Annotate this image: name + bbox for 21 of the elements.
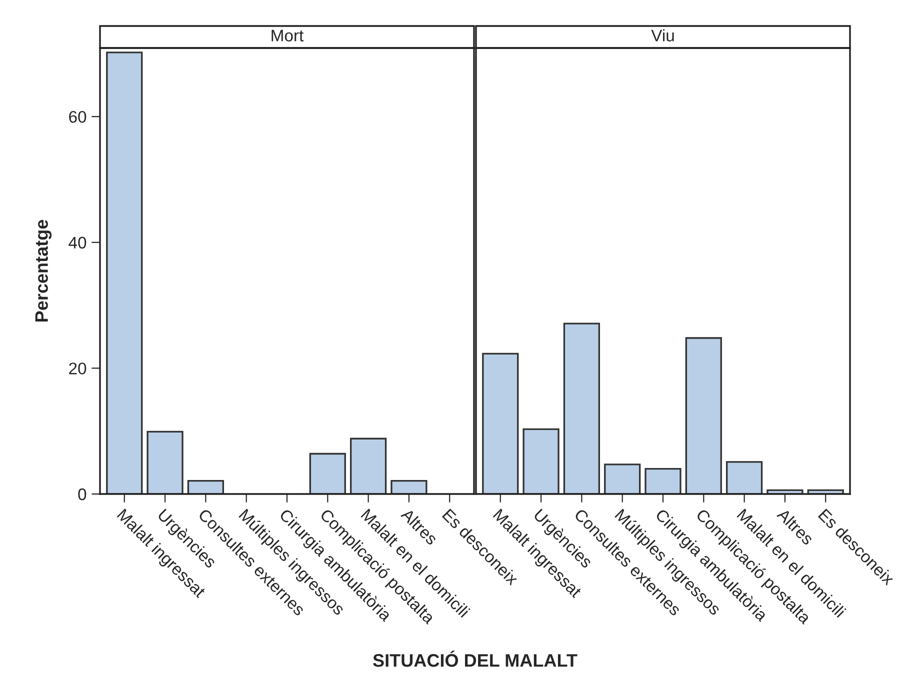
bar <box>726 461 763 494</box>
y-tick-label: 20 <box>69 362 86 374</box>
chart-title: Mort <box>272 30 304 42</box>
bar <box>563 322 600 494</box>
bar <box>106 52 143 494</box>
bar <box>350 438 387 494</box>
y-axis-title: Percentatge <box>35 220 52 322</box>
bar <box>390 480 428 494</box>
bar <box>187 480 224 494</box>
bar <box>604 464 641 494</box>
bar <box>482 352 519 494</box>
bar <box>146 430 184 494</box>
chart-title: Viu <box>651 29 674 42</box>
bar <box>309 452 346 494</box>
y-tick-label: 40 <box>68 236 86 249</box>
bar <box>685 337 722 494</box>
bar <box>522 428 560 494</box>
y-tick-label: 60 <box>69 110 86 123</box>
bar <box>644 468 682 494</box>
x-axis-title: SITUACIÓ DEL MALALT <box>373 650 578 667</box>
y-tick-label: 0 <box>78 488 86 500</box>
